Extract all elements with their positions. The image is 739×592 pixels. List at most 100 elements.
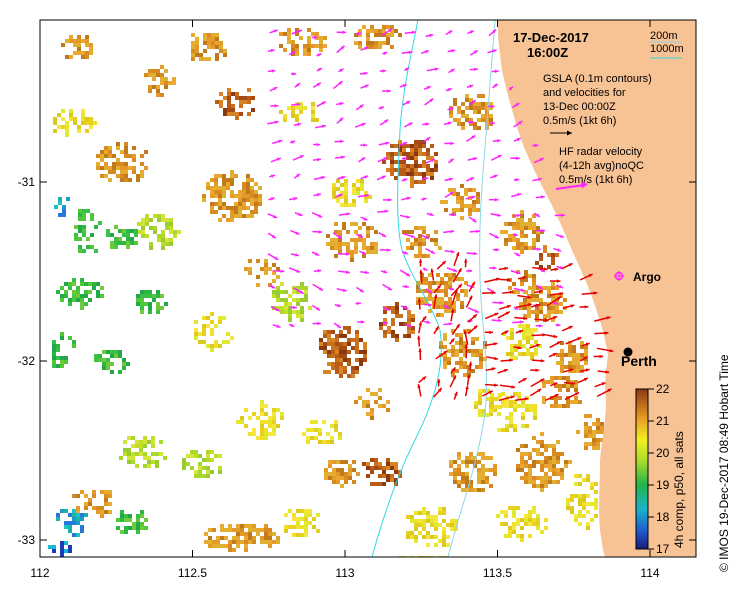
lat-tick-label: -31 xyxy=(18,175,36,189)
gsla-arrow-head xyxy=(321,176,326,180)
gsla-arrow-head xyxy=(359,104,364,109)
gsla-arrow-head xyxy=(338,193,343,198)
argo-float-marker xyxy=(614,271,624,281)
gsla-arrow-head xyxy=(339,117,344,122)
gsla-arrow-head xyxy=(408,324,413,328)
gsla-arrow-head xyxy=(387,198,392,202)
hf-arrow-head xyxy=(495,277,500,282)
hf-arrow-head xyxy=(553,382,558,386)
hf-arrow-head xyxy=(494,383,498,387)
hf-arrow-head xyxy=(473,325,478,330)
gsla-arrow-head xyxy=(425,122,430,126)
gsla-arrow-head xyxy=(321,101,326,105)
gsla-arrow-head xyxy=(292,72,297,76)
gsla-arrow-head xyxy=(406,215,411,219)
gsla-arrow-head xyxy=(516,138,521,142)
gsla-arrow-head xyxy=(430,250,435,254)
gsla-arrow-head xyxy=(474,67,478,72)
gsla-arrow-head xyxy=(295,231,300,235)
gsla-arrow-head xyxy=(497,155,502,159)
hf-arrow-head xyxy=(503,369,508,373)
gsla-arrow-head xyxy=(381,175,386,179)
gsla-arrow-head xyxy=(411,30,416,35)
colorbar-tick-label: 18 xyxy=(656,510,670,524)
gsla-arrow-head xyxy=(468,269,473,273)
colorbar-tick-label: 19 xyxy=(656,478,670,492)
gsla-arrow-head xyxy=(472,218,477,223)
gsla-legend-line-3: 13-Dec 00:00Z xyxy=(543,101,616,113)
hf-arrow-head xyxy=(583,378,588,382)
hf-arrow-head xyxy=(540,378,545,383)
hf-legend-arrowhead xyxy=(581,181,588,189)
gsla-arrow-head xyxy=(406,272,411,277)
gsla-arrow-head xyxy=(429,33,434,38)
gsla-arrow-head xyxy=(363,71,368,76)
gsla-arrow-head xyxy=(271,69,276,73)
gsla-arrow-head xyxy=(470,177,475,181)
hf-arrow-head xyxy=(436,379,441,383)
gsla-arrow-head xyxy=(471,100,476,104)
hf-arrow-head xyxy=(443,350,448,355)
gsla-arrow-head xyxy=(387,28,392,33)
gsla-arrow-head xyxy=(453,268,458,272)
hf-arrow-head xyxy=(527,303,532,307)
gsla-arrow-head xyxy=(450,141,455,146)
gsla-arrow-head xyxy=(387,286,392,291)
gsla-arrow-head xyxy=(385,141,389,146)
gsla-arrow-head xyxy=(315,252,320,256)
gsla-arrow-head xyxy=(317,157,321,162)
gsla-arrow-head xyxy=(276,324,281,328)
hf-arrow-head xyxy=(458,268,462,273)
gsla-arrow-head xyxy=(382,69,387,73)
gsla-arrow-head xyxy=(494,69,499,74)
gsla-arrow-head xyxy=(451,249,455,254)
hf-arrow-head xyxy=(456,324,460,329)
gsla-arrow-head xyxy=(514,306,519,310)
hf-arrow-head xyxy=(510,395,515,399)
hf-arrow-head xyxy=(511,385,516,389)
hf-arrow-head xyxy=(494,312,499,317)
isobath-legend-200: 200m xyxy=(650,30,678,42)
hf-arrow-head xyxy=(537,388,542,393)
gsla-arrow-head xyxy=(448,177,453,182)
gsla-arrow-head xyxy=(469,84,474,89)
gsla-arrow-head xyxy=(473,157,477,161)
hf-arrow-head xyxy=(465,385,469,390)
gsla-arrow-head xyxy=(429,98,434,103)
lat-tick-label: -33 xyxy=(18,533,36,547)
colorbar-tick-label: 22 xyxy=(656,382,670,396)
isobath-200m xyxy=(447,20,496,557)
hf-arrow-head xyxy=(559,291,564,296)
gsla-arrow-head xyxy=(492,266,497,270)
gsla-arrow-head xyxy=(273,214,278,219)
gsla-arrow-head xyxy=(387,248,391,252)
hf-arrow-head xyxy=(575,392,580,396)
hf-arrow-head xyxy=(466,374,471,379)
hf-arrow-head xyxy=(422,316,427,321)
gsla-arrow-head xyxy=(361,157,366,161)
gsla-arrow-head xyxy=(363,143,367,147)
gsla-arrow-head xyxy=(383,51,388,56)
gsla-arrow-head xyxy=(342,288,347,292)
gsla-arrow-head xyxy=(339,102,344,106)
hf-arrow-head xyxy=(553,316,558,320)
gsla-arrow-head xyxy=(346,212,351,216)
hf-arrow-head xyxy=(544,318,549,322)
gsla-arrow-head xyxy=(297,122,302,127)
gsla-velocity-arrows xyxy=(267,28,565,329)
hf-arrow-head xyxy=(606,316,611,320)
gsla-arrow-head xyxy=(538,324,543,328)
hf-arrow-head xyxy=(599,354,604,359)
hf-arrow-head xyxy=(441,261,446,265)
hf-arrow-head xyxy=(506,278,511,282)
hf-arrow-head xyxy=(418,259,423,263)
gsla-arrow-head xyxy=(359,288,364,293)
hf-arrow-head xyxy=(451,367,456,372)
gsla-arrow-head xyxy=(408,122,413,126)
gsla-arrow-head xyxy=(276,157,281,162)
hf-arrow-head xyxy=(584,305,589,309)
gsla-arrow-head xyxy=(448,322,453,326)
gsla-arrow-head xyxy=(448,30,453,34)
gsla-arrow-head xyxy=(434,67,439,71)
